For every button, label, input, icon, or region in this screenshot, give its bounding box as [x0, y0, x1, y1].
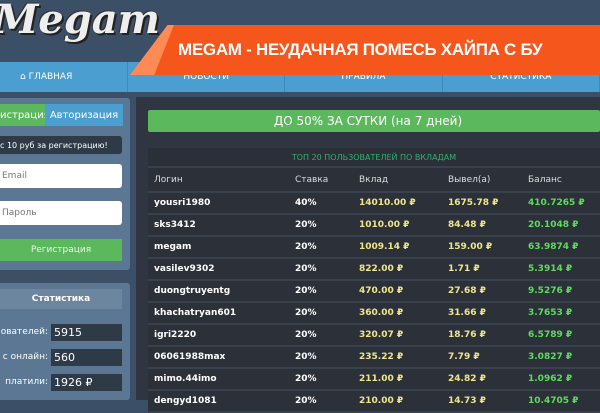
withdrawn-cell: 7.79 ₽: [448, 352, 480, 362]
deposit-cell: 320.07 ₽: [359, 330, 404, 340]
table-body: yousri1980 40% 14010.00 ₽ 1675.78 ₽ 410.7265…: [148, 193, 600, 413]
withdrawn-cell: 24.82 ₽: [448, 374, 486, 384]
rate-cell: 20%: [295, 308, 317, 318]
header-deposit: Вклад: [359, 174, 389, 185]
balance-cell: 10.4705 ₽: [528, 396, 579, 406]
deposit-cell: 1010.00 ₽: [359, 220, 410, 230]
balance-cell: 6.5789 ₽: [528, 330, 573, 340]
rate-cell: 20%: [295, 352, 317, 362]
deposit-cell: 470.00 ₽: [359, 286, 404, 296]
balance-cell: 3.7653 ₽: [528, 308, 573, 318]
login-cell: megam: [154, 242, 192, 252]
header-balance: Баланс: [528, 174, 562, 185]
top-users-table: ТОП 20 ПОЛЬЗОВАТЕЛЕЙ ПО ВКЛАДАМ Логин Ст…: [148, 148, 600, 413]
rate-cell: 20%: [295, 396, 317, 406]
article-banner: MEGAM - НЕУДАЧНАЯ ПОМЕСЬ ХАЙПА С БУ: [130, 25, 600, 75]
deposit-cell: 1009.14 ₽: [359, 242, 410, 252]
table-row: 06061988max 20% 235.22 ₽ 7.79 ₽ 3.0827 ₽: [148, 347, 600, 369]
table-row: megam 20% 1009.14 ₽ 159.00 ₽ 63.9874 ₽: [148, 237, 600, 259]
rate-cell: 20%: [295, 242, 317, 252]
password-input[interactable]: Пароль: [0, 201, 122, 225]
stat-row: платили: 1926 ₽: [0, 374, 122, 391]
rate-cell: 20%: [295, 330, 317, 340]
balance-cell: 9.5276 ₽: [528, 286, 573, 296]
tab-login[interactable]: Авторизация: [45, 104, 123, 126]
rate-cell: 20%: [295, 220, 317, 230]
login-cell: vasilev9302: [154, 264, 215, 274]
stat-label: с онлайн:: [2, 352, 48, 362]
balance-cell: 3.0827 ₽: [528, 352, 573, 362]
deposit-cell: 360.00 ₽: [359, 308, 404, 318]
stat-value: 5915: [51, 324, 122, 341]
balance-cell: 1.0962 ₽: [528, 374, 573, 384]
tab-register[interactable]: истрация: [0, 104, 50, 126]
withdrawn-cell: 1.71 ₽: [448, 264, 480, 274]
table-row: igri2220 20% 320.07 ₽ 18.76 ₽ 6.5789 ₽: [148, 325, 600, 347]
deposit-cell: 14010.00 ₽: [359, 198, 416, 208]
deposit-cell: 210.00 ₽: [359, 396, 404, 406]
withdrawn-cell: 159.00 ₽: [448, 242, 493, 252]
login-cell: dengyd1081: [154, 396, 217, 406]
login-cell: 06061988max: [154, 352, 226, 362]
login-cell: igri2220: [154, 330, 197, 340]
login-cell: sks3412: [154, 220, 196, 230]
deposit-cell: 211.00 ₽: [359, 374, 404, 384]
login-cell: duongtruyentg: [154, 286, 231, 296]
stat-row: с онлайн: 560: [0, 349, 122, 366]
stats-title: Статистика: [0, 289, 122, 309]
withdrawn-cell: 84.48 ₽: [448, 220, 486, 230]
nav-news[interactable]: НОВОСТИ: [128, 62, 286, 92]
withdrawn-cell: 27.68 ₽: [448, 286, 486, 296]
header-rate: Ставка: [295, 174, 329, 185]
balance-cell: 63.9874 ₽: [528, 242, 579, 252]
table-header: Логин Ставка Вклад Вывел(а) Баланс: [148, 168, 600, 193]
deposit-cell: 235.22 ₽: [359, 352, 404, 362]
balance-cell: 5.3914 ₽: [528, 264, 573, 274]
nav-home[interactable]: ⌂ ГЛАВНАЯ: [0, 62, 128, 92]
table-row: duongtruyentg 20% 470.00 ₽ 27.68 ₽ 9.5276 ₽: [148, 281, 600, 303]
rate-cell: 20%: [295, 264, 317, 274]
withdrawn-cell: 18.76 ₽: [448, 330, 486, 340]
register-button[interactable]: Регистрация: [0, 239, 122, 261]
table-row: mimo.44imo 20% 211.00 ₽ 24.82 ₽ 1.0962 ₽: [148, 369, 600, 391]
withdrawn-cell: 31.66 ₽: [448, 308, 486, 318]
withdrawn-cell: 14.73 ₽: [448, 396, 486, 406]
bonus-note: с 10 руб за регистрацию!: [0, 136, 122, 154]
balance-cell: 20.1048 ₽: [528, 220, 579, 230]
rate-cell: 20%: [295, 374, 317, 384]
rate-cell: 40%: [295, 198, 317, 208]
table-row: sks3412 20% 1010.00 ₽ 84.48 ₽ 20.1048 ₽: [148, 215, 600, 237]
login-cell: yousri1980: [154, 198, 211, 208]
email-input[interactable]: Email: [0, 164, 122, 188]
stat-label: платили:: [5, 377, 48, 387]
table-row: vasilev9302 20% 822.00 ₽ 1.71 ₽ 5.3914 ₽: [148, 259, 600, 281]
table-row: khachatryan601 20% 360.00 ₽ 31.66 ₽ 3.7653 ₽: [148, 303, 600, 325]
stat-value: 1926 ₽: [51, 374, 122, 391]
stat-value: 560: [51, 349, 122, 366]
login-cell: khachatryan601: [154, 308, 237, 318]
rate-cell: 20%: [295, 286, 317, 296]
stat-label: ователей:: [0, 327, 48, 337]
header-withdrawn: Вывел(а): [448, 174, 491, 185]
deposit-cell: 822.00 ₽: [359, 264, 404, 274]
stat-row: ователей: 5915: [0, 324, 122, 341]
nav-rules[interactable]: ПРАВИЛА: [285, 62, 443, 92]
site-logo[interactable]: Megam: [0, 0, 160, 43]
header-login: Логин: [154, 174, 183, 185]
nav-statistics[interactable]: СТАТИСТИКА: [443, 62, 600, 92]
table-title: ТОП 20 ПОЛЬЗОВАТЕЛЕЙ ПО ВКЛАДАМ: [148, 148, 600, 168]
table-row: yousri1980 40% 14010.00 ₽ 1675.78 ₽ 410.7265…: [148, 193, 600, 215]
table-row: dengyd1081 20% 210.00 ₽ 14.73 ₽ 10.4705 ₽: [148, 391, 600, 413]
promo-bar: ДО 50% ЗА СУТКИ (на 7 дней): [148, 110, 600, 132]
balance-cell: 410.7265 ₽: [528, 198, 585, 208]
withdrawn-cell: 1675.78 ₽: [448, 198, 499, 208]
login-cell: mimo.44imo: [154, 374, 217, 384]
